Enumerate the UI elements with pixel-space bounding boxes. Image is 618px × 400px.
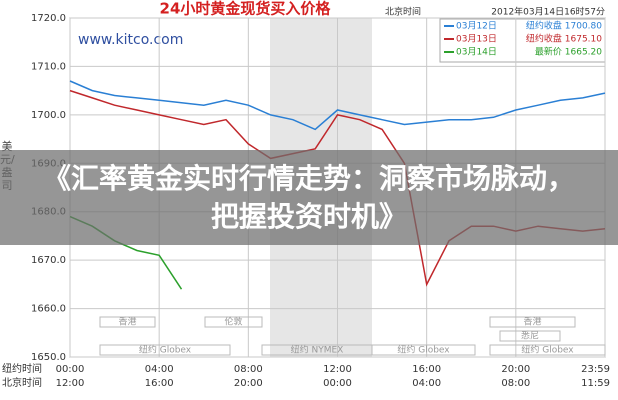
- session-box: [204, 316, 263, 328]
- legend-name: 03月12日: [456, 21, 497, 32]
- session-box: [489, 344, 606, 356]
- series-line: [69, 80, 606, 131]
- x-tick-label: 11:59: [581, 378, 610, 389]
- y-tick-label: 1700.0: [31, 110, 66, 121]
- x-tick-label: 20:00: [501, 364, 530, 375]
- session-box: [489, 316, 576, 328]
- session-label: 香港: [118, 316, 136, 328]
- x-tick-label: 00:00: [56, 364, 85, 375]
- session-box: [99, 344, 231, 356]
- time-zone: 北京时间: [385, 6, 421, 18]
- x-tick-label: 08:00: [501, 378, 530, 389]
- session-box: [371, 344, 476, 356]
- source: www.kitco.com: [78, 32, 183, 48]
- x-tick-label: 04:00: [145, 364, 174, 375]
- chart-title: 24小时黄金现货买入价格: [160, 0, 332, 18]
- x-tick-label: 20:00: [234, 378, 263, 389]
- x-tick-label: 23:59: [581, 364, 610, 375]
- session-label: 纽约 Globex: [139, 344, 192, 356]
- x-tick-label: 12:00: [56, 378, 85, 389]
- x-tick-label: 12:00: [323, 364, 352, 375]
- time-row-name: 北京时间: [2, 376, 42, 389]
- legend-value: 纽约收盘 1700.80: [526, 20, 602, 32]
- legend-name: 03月13日: [456, 34, 497, 45]
- session-label: 纽约 Globex: [521, 344, 574, 356]
- timestamp: 2012年03月14日16时57分: [491, 6, 605, 18]
- y-tick-label: 1670.0: [31, 255, 66, 266]
- session-box: [499, 330, 561, 342]
- x-tick-label: 08:00: [234, 364, 263, 375]
- y-tick-label: 1660.0: [31, 304, 66, 315]
- overlay-band: 《汇率黄金实时行情走势：洞察市场脉动，把握投资时机》: [0, 150, 618, 245]
- session-label: 伦敦: [224, 316, 242, 328]
- y-tick-label: 1650.0: [31, 352, 66, 363]
- x-tick-label: 16:00: [145, 378, 174, 389]
- time-row-name: 纽约时间: [2, 362, 42, 375]
- legend-name: 03月14日: [456, 47, 497, 58]
- legend-box: [439, 18, 606, 63]
- session-box: [99, 316, 156, 328]
- session-label: 香港: [523, 316, 541, 328]
- x-tick-label: 04:00: [412, 378, 441, 389]
- session-label: 纽约 Globex: [397, 344, 450, 356]
- y-tick-label: 1720.0: [31, 13, 66, 24]
- session-label: 纽约 NYMEX: [291, 344, 344, 356]
- legend-value: 纽约收盘 1675.10: [526, 33, 602, 45]
- y-tick-label: 1710.0: [31, 61, 66, 72]
- overlay-title: 《汇率黄金实时行情走势：洞察市场脉动，把握投资时机》: [42, 161, 575, 233]
- legend-value: 最新价 1665.20: [535, 46, 602, 58]
- session-label: 悉尼: [521, 330, 539, 342]
- x-tick-label: 16:00: [412, 364, 441, 375]
- x-tick-label: 00:00: [323, 378, 352, 389]
